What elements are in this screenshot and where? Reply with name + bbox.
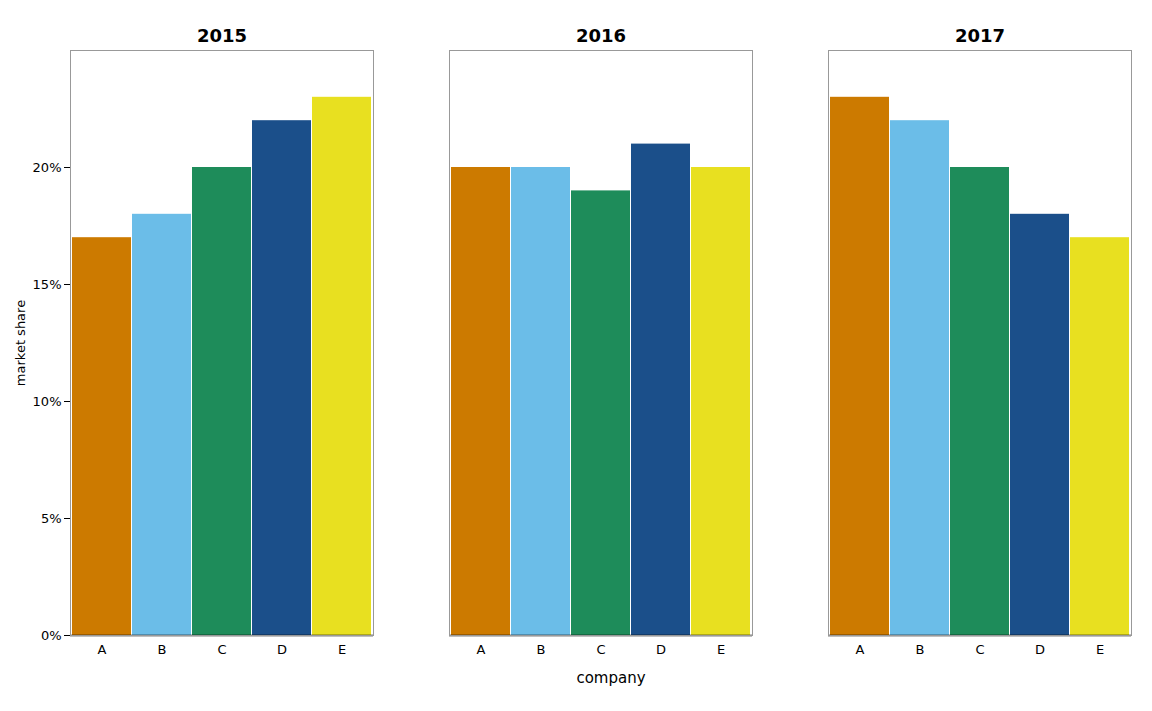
- svg-text:C: C: [596, 642, 605, 657]
- svg-text:15%: 15%: [33, 277, 62, 292]
- svg-text:A: A: [856, 642, 865, 657]
- svg-text:D: D: [656, 642, 666, 657]
- svg-text:20%: 20%: [33, 160, 62, 175]
- svg-text:D: D: [277, 642, 287, 657]
- svg-text:E: E: [717, 642, 725, 657]
- svg-text:D: D: [1035, 642, 1045, 657]
- html-text:company: company: [576, 669, 646, 687]
- svg-text:2017: 2017: [955, 25, 1005, 46]
- svg-text:E: E: [1096, 642, 1104, 657]
- svg-text:10%: 10%: [33, 394, 62, 409]
- svg-text:C: C: [217, 642, 226, 657]
- svg-text:5%: 5%: [41, 511, 62, 526]
- svg-text:B: B: [158, 642, 167, 657]
- svg-text:2015: 2015: [197, 25, 247, 46]
- svg-text:E: E: [338, 642, 346, 657]
- svg-text:C: C: [975, 642, 984, 657]
- svg-text:0%: 0%: [41, 628, 62, 643]
- svg-text:B: B: [537, 642, 546, 657]
- svg-text:B: B: [916, 642, 925, 657]
- svg-text:A: A: [98, 642, 107, 657]
- svg-text:market share: market share: [13, 300, 28, 386]
- svg-text:A: A: [477, 642, 486, 657]
- svg-text:2016: 2016: [576, 25, 626, 46]
